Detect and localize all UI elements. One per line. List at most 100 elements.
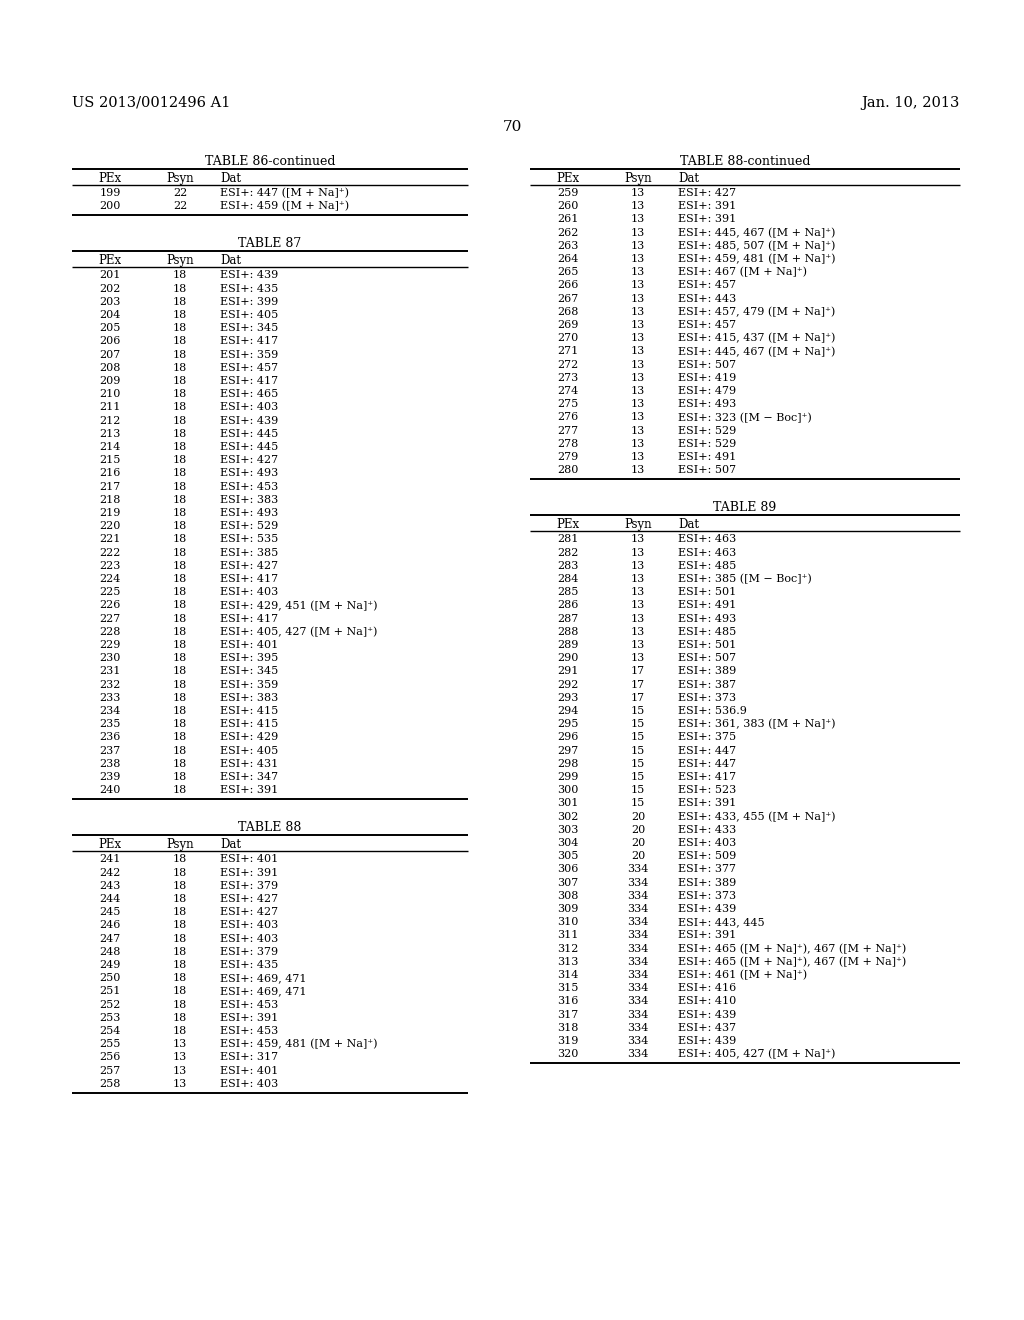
- Text: ESI+: 479: ESI+: 479: [678, 385, 736, 396]
- Text: 209: 209: [99, 376, 121, 385]
- Text: 287: 287: [557, 614, 579, 623]
- Text: 307: 307: [557, 878, 579, 887]
- Text: 18: 18: [173, 403, 187, 412]
- Text: 253: 253: [99, 1012, 121, 1023]
- Text: 251: 251: [99, 986, 121, 997]
- Text: ESI+: 391: ESI+: 391: [220, 867, 279, 878]
- Text: 13: 13: [631, 227, 645, 238]
- Text: 13: 13: [631, 548, 645, 557]
- Text: 18: 18: [173, 601, 187, 610]
- Text: ESI+: 347: ESI+: 347: [220, 772, 279, 781]
- Text: ESI+: 391: ESI+: 391: [220, 1012, 279, 1023]
- Text: 243: 243: [99, 880, 121, 891]
- Text: 18: 18: [173, 1012, 187, 1023]
- Text: 252: 252: [99, 999, 121, 1010]
- Text: ESI+: 536.9: ESI+: 536.9: [678, 706, 746, 715]
- Text: 237: 237: [99, 746, 121, 755]
- Text: Psyn: Psyn: [166, 172, 194, 185]
- Text: ESI+: 405: ESI+: 405: [220, 310, 279, 319]
- Text: 259: 259: [557, 187, 579, 198]
- Text: 15: 15: [631, 706, 645, 715]
- Text: 13: 13: [631, 280, 645, 290]
- Text: ESI+: 439: ESI+: 439: [678, 1010, 736, 1019]
- Text: 245: 245: [99, 907, 121, 917]
- Text: 13: 13: [631, 465, 645, 475]
- Text: 13: 13: [173, 1052, 187, 1063]
- Text: 13: 13: [631, 333, 645, 343]
- Text: ESI+: 453: ESI+: 453: [220, 482, 279, 491]
- Text: ESI+: 391: ESI+: 391: [678, 799, 736, 808]
- Text: 18: 18: [173, 706, 187, 715]
- Text: 13: 13: [631, 438, 645, 449]
- Text: 304: 304: [557, 838, 579, 847]
- Text: 334: 334: [628, 983, 648, 993]
- Text: 291: 291: [557, 667, 579, 676]
- Text: 225: 225: [99, 587, 121, 597]
- Text: 17: 17: [631, 680, 645, 689]
- Text: 306: 306: [557, 865, 579, 874]
- Text: 18: 18: [173, 469, 187, 478]
- Text: 255: 255: [99, 1039, 121, 1049]
- Text: 18: 18: [173, 693, 187, 702]
- Text: 220: 220: [99, 521, 121, 531]
- Text: ESI+: 461 ([M + Na]⁺): ESI+: 461 ([M + Na]⁺): [678, 970, 807, 981]
- Text: 334: 334: [628, 997, 648, 1006]
- Text: Psyn: Psyn: [166, 255, 194, 268]
- Text: ESI+: 385 ([M − Boc]⁺): ESI+: 385 ([M − Boc]⁺): [678, 574, 812, 585]
- Text: 228: 228: [99, 627, 121, 636]
- Text: 18: 18: [173, 337, 187, 346]
- Text: ESI+: 507: ESI+: 507: [678, 465, 736, 475]
- Text: 18: 18: [173, 733, 187, 742]
- Text: ESI+: 457, 479 ([M + Na]⁺): ESI+: 457, 479 ([M + Na]⁺): [678, 306, 836, 317]
- Text: 205: 205: [99, 323, 121, 333]
- Text: 18: 18: [173, 894, 187, 904]
- Text: 13: 13: [173, 1078, 187, 1089]
- Text: 18: 18: [173, 284, 187, 293]
- Text: ESI+: 417: ESI+: 417: [220, 614, 279, 623]
- Text: ESI+: 447: ESI+: 447: [678, 759, 736, 768]
- Text: 235: 235: [99, 719, 121, 729]
- Text: 215: 215: [99, 455, 121, 465]
- Text: ESI+: 459 ([M + Na]⁺): ESI+: 459 ([M + Na]⁺): [220, 201, 349, 211]
- Text: ESI+: 445: ESI+: 445: [220, 442, 279, 451]
- Text: 18: 18: [173, 933, 187, 944]
- Text: 18: 18: [173, 429, 187, 438]
- Text: ESI+: 379: ESI+: 379: [220, 946, 279, 957]
- Text: Psyn: Psyn: [625, 172, 652, 185]
- Text: ESI+: 457: ESI+: 457: [678, 319, 736, 330]
- Text: 260: 260: [557, 201, 579, 211]
- Text: 334: 334: [628, 1023, 648, 1032]
- Text: 70: 70: [503, 120, 521, 135]
- Text: 258: 258: [99, 1078, 121, 1089]
- Text: 334: 334: [628, 917, 648, 927]
- Text: ESI+: 417: ESI+: 417: [220, 376, 279, 385]
- Text: 268: 268: [557, 306, 579, 317]
- Text: 20: 20: [631, 838, 645, 847]
- Text: 334: 334: [628, 1049, 648, 1059]
- Text: ESI+: 419: ESI+: 419: [678, 372, 736, 383]
- Text: ESI+: 403: ESI+: 403: [220, 587, 279, 597]
- Text: 312: 312: [557, 944, 579, 953]
- Text: 18: 18: [173, 297, 187, 306]
- Text: ESI+: 405, 427 ([M + Na]⁺): ESI+: 405, 427 ([M + Na]⁺): [678, 1049, 836, 1060]
- Text: ESI+: 469, 471: ESI+: 469, 471: [220, 973, 306, 983]
- Text: ESI+: 317: ESI+: 317: [220, 1052, 279, 1063]
- Text: 301: 301: [557, 799, 579, 808]
- Text: ESI+: 383: ESI+: 383: [220, 495, 279, 504]
- Text: 320: 320: [557, 1049, 579, 1059]
- Text: ESI+: 529: ESI+: 529: [678, 438, 736, 449]
- Text: ESI+: 439: ESI+: 439: [220, 416, 279, 425]
- Text: 230: 230: [99, 653, 121, 663]
- Text: 277: 277: [557, 425, 579, 436]
- Text: 334: 334: [628, 957, 648, 966]
- Text: ESI+: 439: ESI+: 439: [220, 271, 279, 280]
- Text: ESI+: 457: ESI+: 457: [220, 363, 279, 372]
- Text: Psyn: Psyn: [625, 519, 652, 532]
- Text: 18: 18: [173, 680, 187, 689]
- Text: 13: 13: [631, 535, 645, 544]
- Text: ESI+: 427: ESI+: 427: [220, 455, 279, 465]
- Text: 334: 334: [628, 970, 648, 979]
- Text: 250: 250: [99, 973, 121, 983]
- Text: ESI+: 453: ESI+: 453: [220, 1026, 279, 1036]
- Text: 334: 334: [628, 878, 648, 887]
